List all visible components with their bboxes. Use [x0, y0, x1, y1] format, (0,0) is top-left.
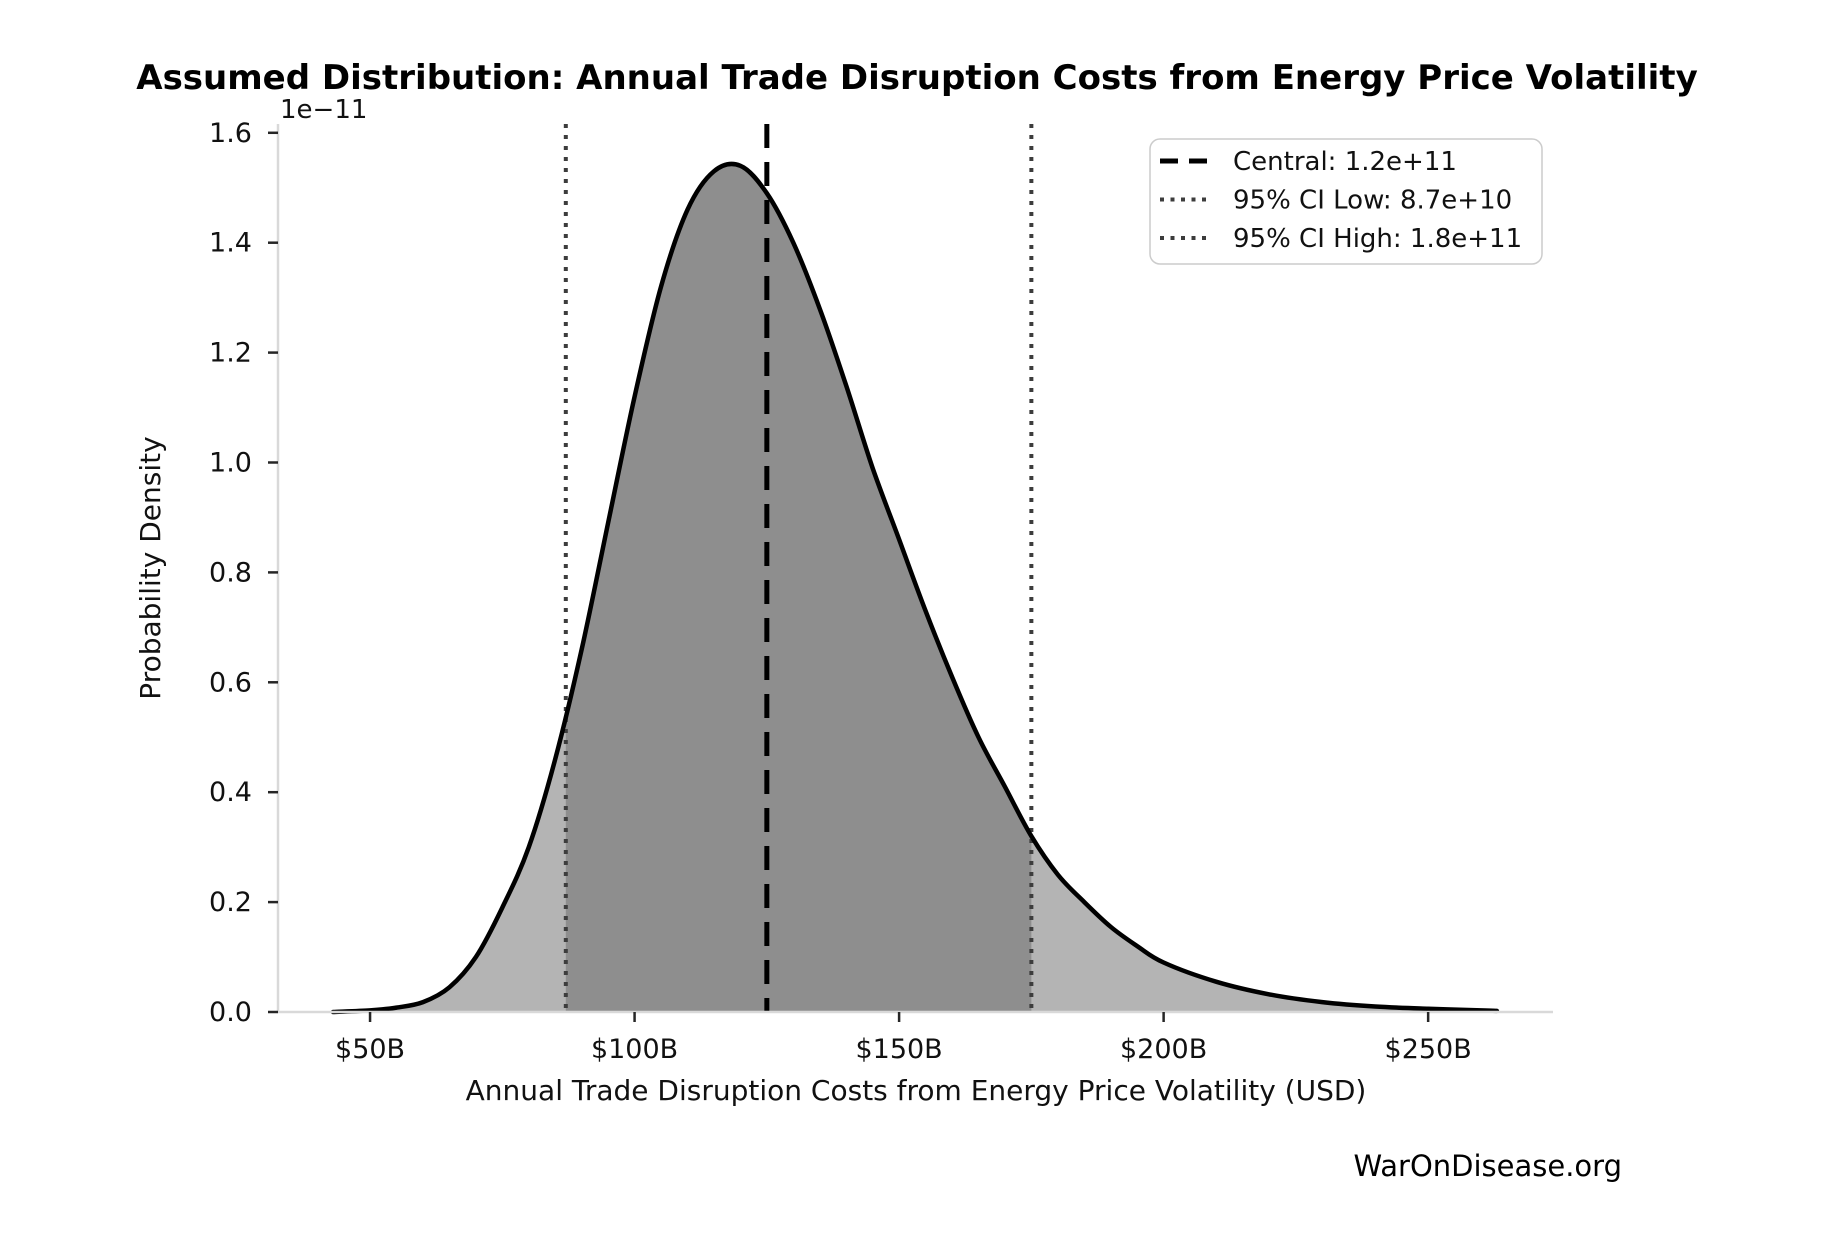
y-tick-label: 0.0: [209, 997, 252, 1028]
x-tick-label: $100B: [591, 1034, 678, 1065]
y-tick-label: 1.6: [209, 118, 252, 149]
x-tick-label: $250B: [1385, 1034, 1472, 1065]
ci-region-fill: [565, 163, 1032, 1012]
axes-layer: [276, 124, 1553, 1014]
y-axis-offset-label: 1e−11: [280, 95, 367, 125]
y-axis-label: Probability Density: [134, 436, 167, 699]
legend-row-ci-high: 95% CI High: 1.8e+11: [1160, 224, 1522, 254]
y-tick-label: 1.2: [209, 338, 252, 369]
legend-label-central: Central: 1.2e+11: [1233, 147, 1457, 177]
y-tick-label: 0.2: [209, 887, 252, 918]
tick-label-layer: $50B $100B $150B $200B $250B 0.0 0.2 0.4 0.6 0.8 1…: [209, 118, 1472, 1065]
vlines-layer: [563, 124, 1034, 1012]
legend-label-ci-high: 95% CI High: 1.8e+11: [1233, 224, 1522, 254]
legend-row-ci-low: 95% CI Low: 8.7e+10: [1160, 186, 1512, 216]
y-tick-label: 1.4: [209, 228, 252, 259]
x-tick-label: $50B: [335, 1034, 405, 1065]
y-tick-label: 0.8: [209, 557, 252, 588]
x-axis-label: Annual Trade Disruption Costs from Energ…: [466, 1074, 1367, 1107]
watermark: WarOnDisease.org: [1353, 1149, 1622, 1183]
legend: Central: 1.2e+11 95% CI Low: 8.7e+10 95%…: [1149, 138, 1543, 265]
x-tick-label: $200B: [1120, 1034, 1207, 1065]
legend-box: [1149, 138, 1543, 265]
y-tick-label: 0.6: [209, 667, 252, 698]
curve-layer: [330, 161, 1500, 1015]
tick-layer: [268, 131, 1430, 1022]
legend-label-ci-low: 95% CI Low: 8.7e+10: [1233, 186, 1512, 216]
density-curve: [330, 161, 1500, 1015]
x-tick-label: $150B: [855, 1034, 942, 1065]
chart-title: Assumed Distribution: Annual Trade Disru…: [136, 58, 1697, 98]
y-tick-label: 0.4: [209, 777, 252, 808]
legend-row-central: Central: 1.2e+11: [1160, 147, 1457, 177]
plot-area: $50B $100B $150B $200B $250B 0.0 0.2 0.4 0.6 0.8 1…: [209, 118, 1553, 1065]
y-tick-label: 1.0: [209, 447, 252, 478]
